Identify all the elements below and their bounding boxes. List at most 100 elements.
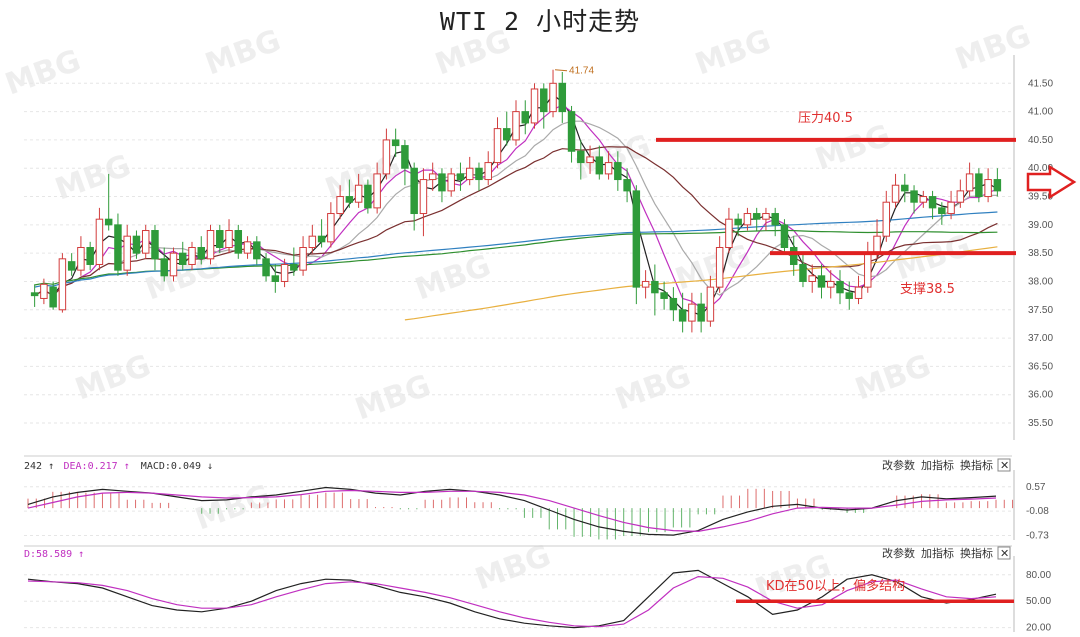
candle-body (345, 196, 354, 203)
candle-body (141, 230, 150, 254)
kd-add-indicator-button[interactable]: 加指标 (921, 546, 954, 560)
candle-body (586, 156, 594, 164)
candle-body (743, 213, 752, 226)
watermark-text: MBG (431, 23, 516, 82)
macd-indicator-label: DEA:0.217 ↑ (64, 461, 130, 472)
candle-body (475, 167, 483, 181)
moving-average-line (404, 246, 998, 321)
watermark-layer: MBG MBG MBG MBG MBG MBG MBG MBG MBG MBG MBG MBG MBG M… (1, 18, 1036, 607)
kd-d-line (27, 575, 997, 628)
candle-body (919, 196, 928, 203)
candle-body (808, 275, 816, 282)
candle-body (975, 173, 983, 198)
candle-body (132, 235, 141, 254)
kd-panel: 80.00 50.00 20.00 D:58.589 ↑ KD在50以上，偏多结构 (24, 545, 1051, 634)
candle-body (873, 235, 881, 254)
kd-close-icon[interactable]: ✕ (1000, 547, 1009, 560)
candle-body (280, 263, 289, 282)
candle-body (910, 190, 918, 203)
kd-switch-indicator-button[interactable]: 换指标 (960, 546, 993, 560)
candle-body (401, 145, 409, 169)
candle-body (428, 173, 437, 181)
candle-body (234, 230, 243, 254)
candle-body (771, 213, 779, 226)
candle-body (188, 247, 196, 265)
candle-body (669, 297, 678, 311)
macd-switch-indicator-button[interactable]: 换指标 (960, 458, 993, 472)
watermark-text: MBG (611, 358, 696, 417)
price-tick-label: 37.00 (1028, 333, 1053, 344)
watermark-text: MBG (1, 43, 86, 102)
macd-indicator-label: MACD:0.049 ↓ (141, 461, 213, 472)
right-arrow-icon (1026, 164, 1077, 200)
watermark-text: MBG (71, 348, 156, 407)
candle-body (493, 128, 502, 164)
macd-close-box[interactable] (997, 458, 1011, 472)
candle-body (225, 230, 233, 249)
candle-body (197, 247, 205, 260)
candle-body (938, 207, 946, 215)
kd-annotation: KD在50以上，偏多结构 (766, 578, 905, 594)
macd-panel: 0.57 -0.08 -0.73 242 ↑ DEA:0.217 ↑ MACD:0.04… (24, 455, 1049, 542)
candle-body (114, 224, 122, 271)
candle-body (688, 303, 696, 322)
macd-toolbar: 改参数 加指标 换指标 ✕ (882, 458, 1011, 472)
candle-body (836, 280, 844, 294)
price-tick-label: 37.50 (1028, 305, 1053, 316)
kd-tick-label: 50.00 (1026, 596, 1051, 607)
macd-add-indicator-button[interactable]: 加指标 (921, 458, 954, 472)
candle-body (447, 173, 455, 192)
candle-body (382, 139, 391, 175)
price-tick-label: 36.00 (1028, 390, 1053, 401)
candle-body (179, 252, 187, 265)
candle-body (854, 286, 863, 299)
macd-tick-label: -0.08 (1026, 506, 1049, 517)
candle-body (484, 162, 492, 181)
candle-body (216, 230, 224, 249)
watermark-text: MBG (851, 348, 936, 407)
macd-params-button[interactable]: 改参数 (882, 458, 915, 472)
candlesticks (30, 69, 1002, 333)
kd-indicator-label: D:58.589 ↑ (24, 549, 84, 560)
macd-labels: 242 ↑ DEA:0.217 ↑ MACD:0.049 ↓ (24, 461, 213, 472)
candle-body (354, 184, 363, 203)
candle-body (40, 283, 48, 299)
price-tick-label: 35.50 (1028, 418, 1053, 429)
candle-body (151, 230, 159, 260)
candle-body (715, 247, 724, 288)
macd-tick-label: -0.73 (1026, 531, 1049, 542)
watermark-text: MBG (891, 228, 976, 287)
price-tick-label: 40.50 (1028, 135, 1053, 146)
candle-body (845, 292, 853, 299)
candle-body (438, 173, 446, 192)
candle-body (123, 235, 131, 271)
price-axis: 41.50 41.00 40.50 40.00 39.50 39.00 38.50 38.00… (1013, 55, 1053, 440)
candle-body (410, 167, 418, 215)
macd-dif-line (27, 486, 997, 536)
kd-close-box[interactable] (997, 546, 1011, 560)
kd-k-line (27, 569, 997, 629)
candle-body (299, 247, 307, 271)
candle-body (706, 286, 715, 322)
candle-body (577, 150, 585, 164)
candle-body (827, 280, 835, 288)
candle-body (947, 201, 955, 215)
candle-body (317, 235, 326, 243)
support-label: 支撑38.5 (900, 282, 955, 297)
watermark-text: MBG (951, 18, 1036, 77)
candle-body (780, 224, 789, 248)
macd-close-icon[interactable]: ✕ (1000, 459, 1009, 472)
candle-body (391, 139, 400, 147)
candle-body (67, 261, 76, 271)
price-tick-label: 38.00 (1028, 276, 1053, 287)
candle-body (373, 173, 381, 209)
candle-body (614, 162, 622, 181)
macd-tick-label: 0.57 (1026, 482, 1046, 493)
kd-params-button[interactable]: 改参数 (882, 546, 915, 560)
candle-body (984, 179, 992, 198)
watermark-text: MBG (471, 538, 556, 597)
candle-body (503, 128, 511, 141)
candle-body (799, 263, 807, 282)
candle-body (327, 213, 335, 243)
